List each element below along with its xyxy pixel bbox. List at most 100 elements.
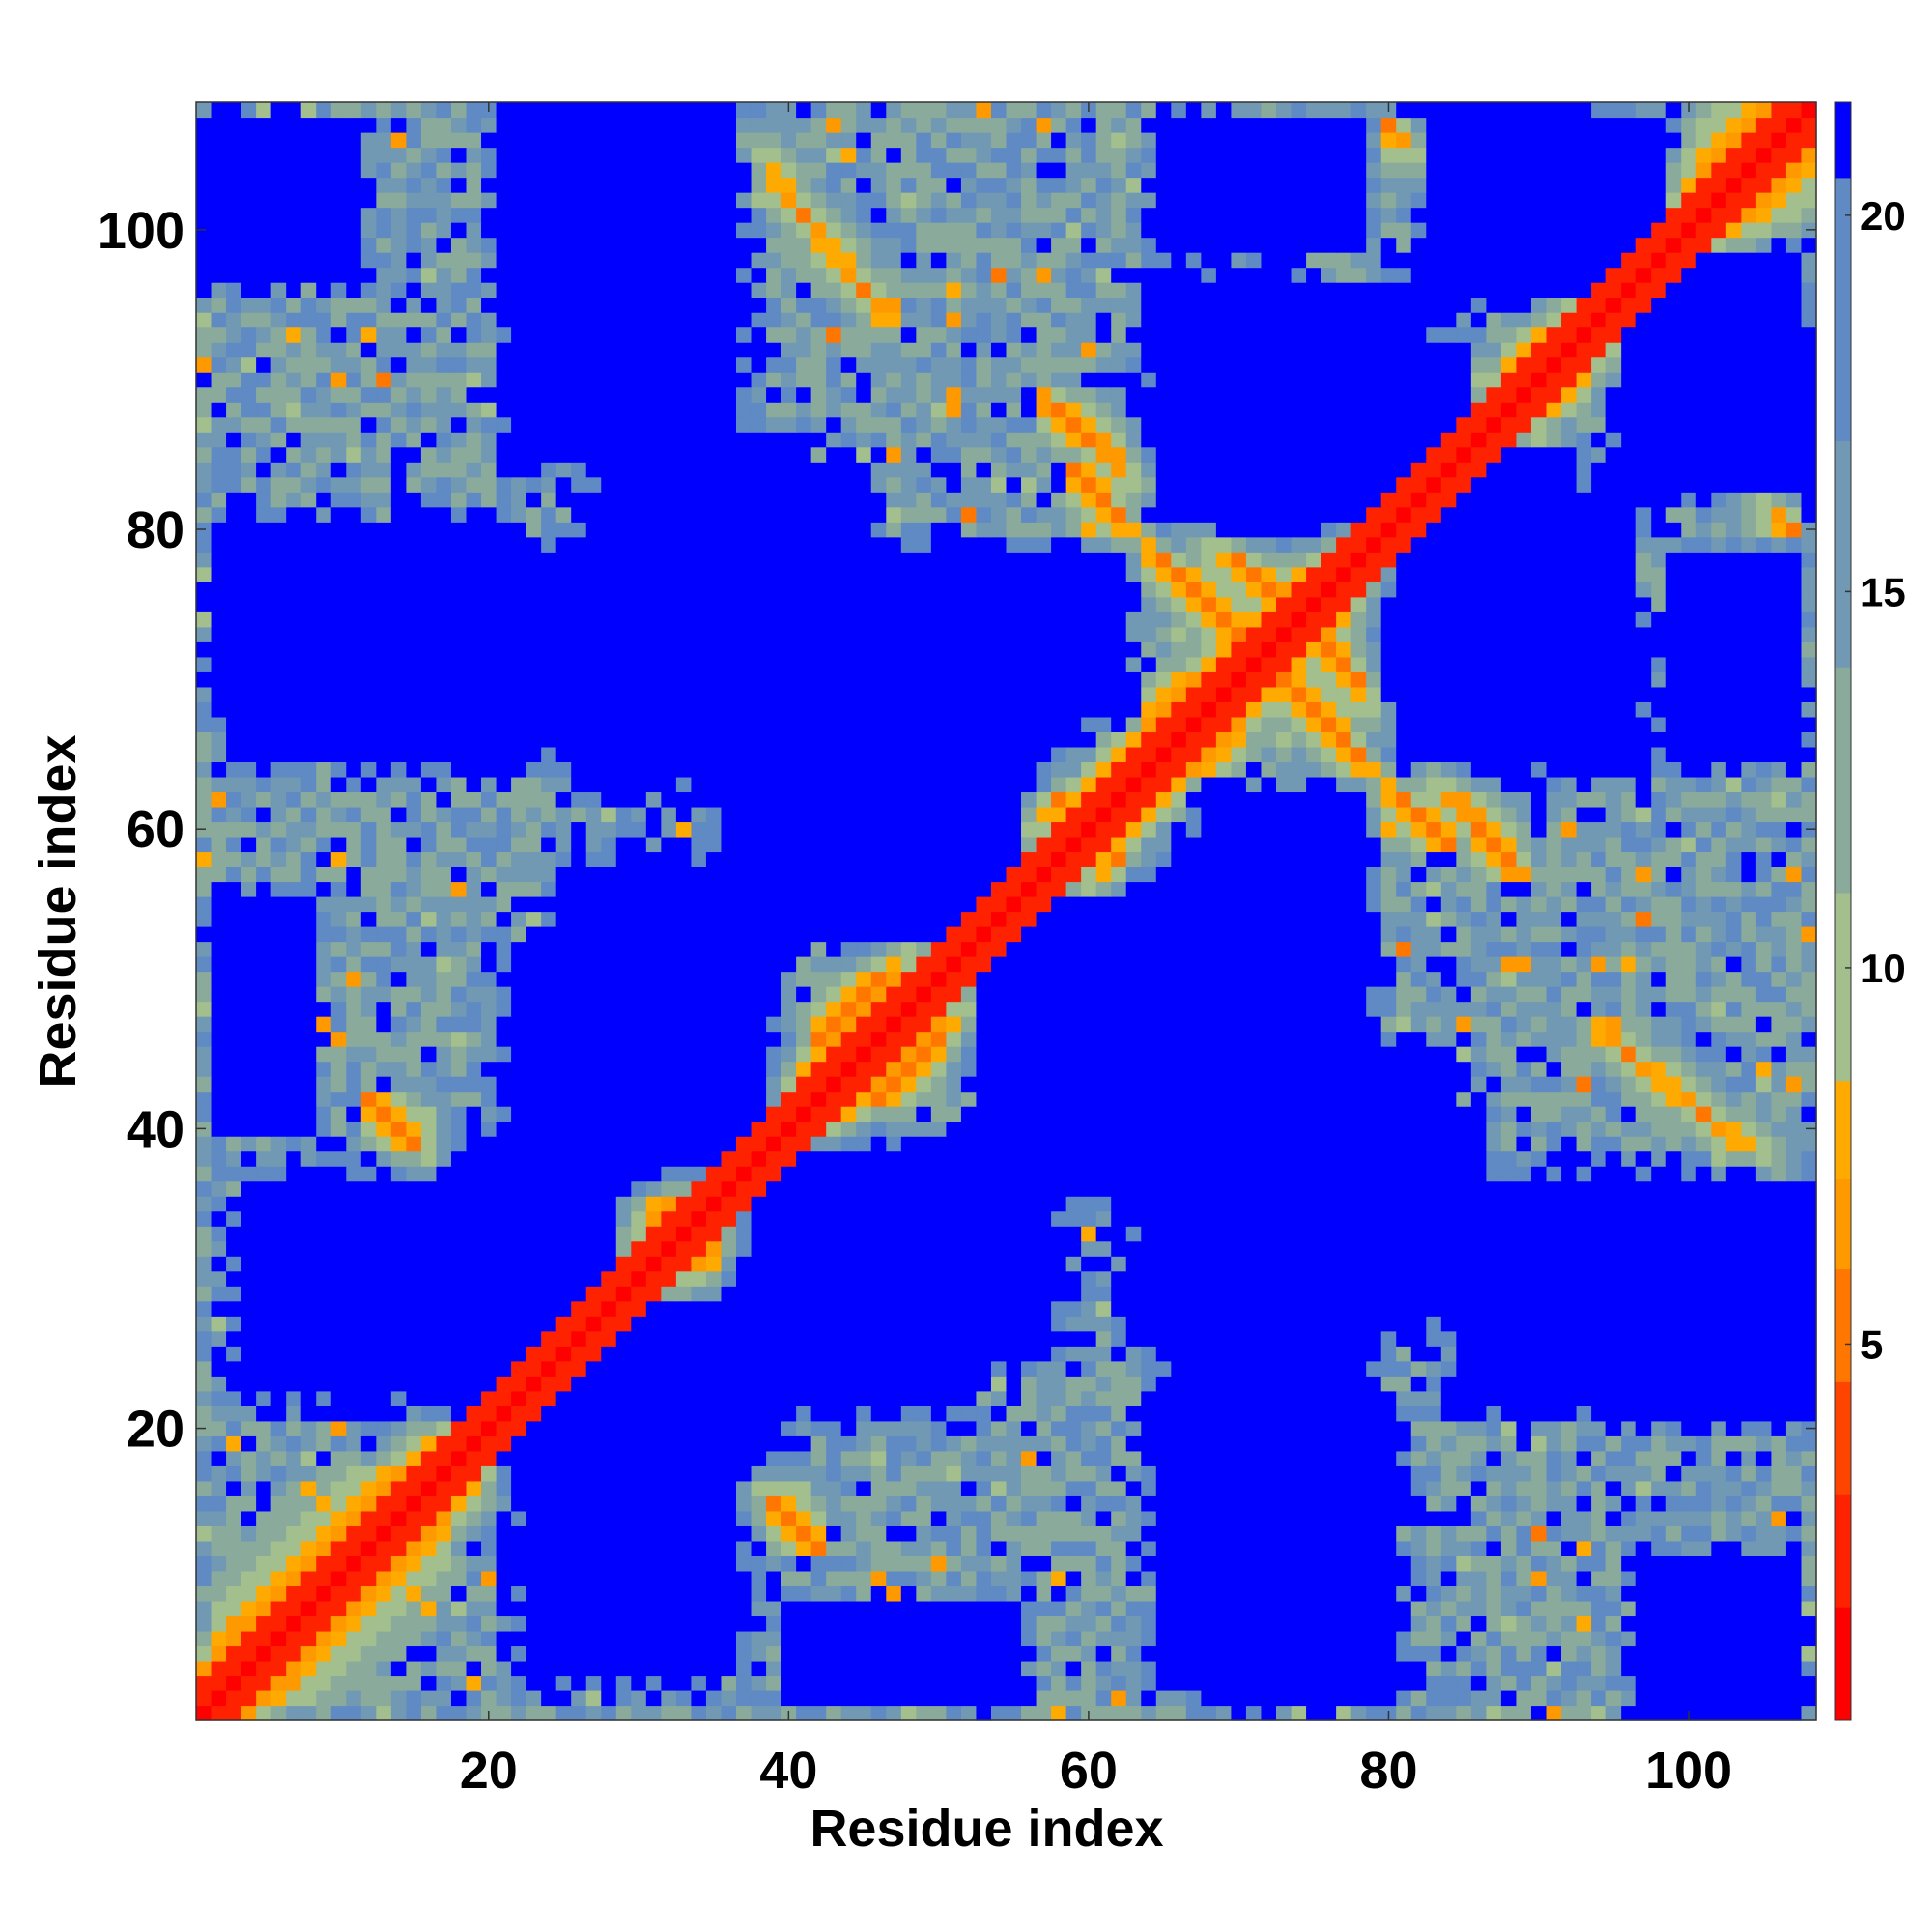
heatmap-cell bbox=[886, 1076, 902, 1093]
heatmap-cell bbox=[736, 1570, 753, 1587]
heatmap-cell bbox=[1651, 1210, 1667, 1227]
heatmap-cell bbox=[1785, 1226, 1803, 1242]
heatmap-cell bbox=[916, 1570, 932, 1587]
heatmap-cell bbox=[346, 1151, 362, 1167]
heatmap-cell bbox=[1111, 1300, 1127, 1317]
heatmap-cell bbox=[1456, 1660, 1472, 1677]
heatmap-cell bbox=[226, 1360, 242, 1377]
heatmap-cell bbox=[705, 1346, 723, 1362]
heatmap-cell bbox=[1185, 1615, 1202, 1632]
heatmap-cell bbox=[585, 1031, 602, 1047]
heatmap-cell bbox=[1125, 1675, 1142, 1691]
heatmap-cell bbox=[751, 1600, 767, 1617]
heatmap-cell bbox=[870, 1270, 887, 1287]
heatmap-cell bbox=[1306, 1330, 1322, 1347]
heatmap-cell bbox=[1051, 1346, 1067, 1362]
heatmap-cell bbox=[376, 1630, 392, 1647]
heatmap-cell bbox=[1591, 1435, 1607, 1452]
heatmap-cell bbox=[840, 1555, 857, 1572]
heatmap-cell bbox=[1651, 1240, 1667, 1257]
heatmap-cell bbox=[541, 1495, 557, 1512]
heatmap-cell bbox=[1051, 1585, 1067, 1602]
heatmap-cell bbox=[1380, 1136, 1397, 1152]
heatmap-cell bbox=[286, 1390, 302, 1406]
heatmap-cell bbox=[1291, 1406, 1307, 1422]
heatmap-cell bbox=[766, 1031, 782, 1047]
heatmap-cell bbox=[675, 1346, 693, 1362]
heatmap-cell bbox=[406, 1286, 422, 1302]
heatmap-cell bbox=[1546, 1376, 1562, 1392]
heatmap-cell bbox=[1681, 1495, 1697, 1512]
heatmap-cell bbox=[1065, 1435, 1082, 1452]
heatmap-cell bbox=[316, 1286, 332, 1302]
heatmap-cell bbox=[526, 1300, 542, 1317]
heatmap-cell bbox=[946, 1705, 962, 1721]
heatmap-cell bbox=[1470, 1330, 1487, 1347]
heatmap-cell bbox=[1621, 1390, 1637, 1406]
heatmap-cell bbox=[1426, 1406, 1442, 1422]
heatmap-cell bbox=[1681, 1136, 1697, 1152]
heatmap-cell bbox=[555, 1046, 572, 1063]
heatmap-cell bbox=[840, 1376, 857, 1392]
heatmap-cell bbox=[736, 1645, 753, 1662]
heatmap-cell bbox=[270, 1270, 287, 1287]
heatmap-cell bbox=[1336, 1180, 1352, 1197]
heatmap-cell bbox=[960, 1166, 978, 1182]
heatmap-cell bbox=[1215, 1376, 1233, 1392]
heatmap-cell bbox=[450, 1480, 468, 1496]
heatmap-cell bbox=[976, 1435, 992, 1452]
heatmap-cell bbox=[226, 1151, 242, 1167]
heatmap-cell bbox=[390, 1435, 407, 1452]
heatmap-cell bbox=[615, 1420, 632, 1436]
heatmap-cell bbox=[390, 1076, 407, 1093]
heatmap-cell bbox=[900, 1151, 917, 1167]
heatmap-cell bbox=[1456, 1330, 1472, 1347]
heatmap-cell bbox=[721, 1360, 737, 1377]
heatmap-cell bbox=[330, 1376, 347, 1392]
heatmap-cell bbox=[196, 1016, 213, 1033]
heatmap-cell bbox=[1621, 1151, 1637, 1167]
heatmap-cell bbox=[1366, 1495, 1382, 1512]
heatmap-cell bbox=[1021, 1465, 1037, 1482]
heatmap-cell bbox=[390, 1061, 407, 1077]
heatmap-cell bbox=[631, 1270, 647, 1287]
heatmap-cell bbox=[1440, 1091, 1457, 1107]
heatmap-cell bbox=[286, 1166, 302, 1182]
heatmap-cell bbox=[1245, 1076, 1263, 1093]
heatmap-cell bbox=[1695, 1615, 1712, 1632]
heatmap-cell bbox=[1081, 1540, 1097, 1556]
heatmap-cell bbox=[1801, 1376, 1817, 1392]
heatmap-cell bbox=[1215, 1256, 1233, 1272]
heatmap-cell bbox=[1605, 1540, 1622, 1556]
heatmap-cell bbox=[1291, 1675, 1307, 1691]
heatmap-cell bbox=[211, 1166, 227, 1182]
heatmap-cell bbox=[1635, 1465, 1652, 1482]
heatmap-cell bbox=[810, 1316, 827, 1332]
heatmap-cell bbox=[420, 1705, 438, 1721]
heatmap-cell bbox=[360, 1316, 377, 1332]
heatmap-cell bbox=[1470, 1465, 1487, 1482]
heatmap-cell bbox=[1426, 1525, 1442, 1542]
heatmap-cell bbox=[1651, 1046, 1667, 1063]
heatmap-cell bbox=[376, 1196, 392, 1212]
heatmap-cell bbox=[420, 1180, 438, 1197]
heatmap-cell bbox=[691, 1151, 707, 1167]
heatmap-cell bbox=[1125, 1256, 1142, 1272]
heatmap-cell bbox=[1155, 1061, 1172, 1077]
heatmap-cell bbox=[1350, 1076, 1367, 1093]
heatmap-cell bbox=[1410, 1465, 1427, 1482]
heatmap-cell bbox=[270, 1660, 287, 1677]
heatmap-cell bbox=[721, 1091, 737, 1107]
heatmap-cell bbox=[1201, 1270, 1217, 1287]
heatmap-cell bbox=[1695, 1585, 1712, 1602]
heatmap-cell bbox=[1366, 1210, 1382, 1227]
heatmap-cell bbox=[481, 1180, 497, 1197]
heatmap-cell bbox=[316, 1450, 332, 1466]
heatmap-cell bbox=[840, 1316, 857, 1332]
heatmap-cell bbox=[1486, 1525, 1502, 1542]
heatmap-cell bbox=[601, 1316, 617, 1332]
heatmap-cell bbox=[1215, 1480, 1233, 1496]
heatmap-cell bbox=[1231, 1480, 1247, 1496]
heatmap-cell bbox=[631, 1495, 647, 1512]
